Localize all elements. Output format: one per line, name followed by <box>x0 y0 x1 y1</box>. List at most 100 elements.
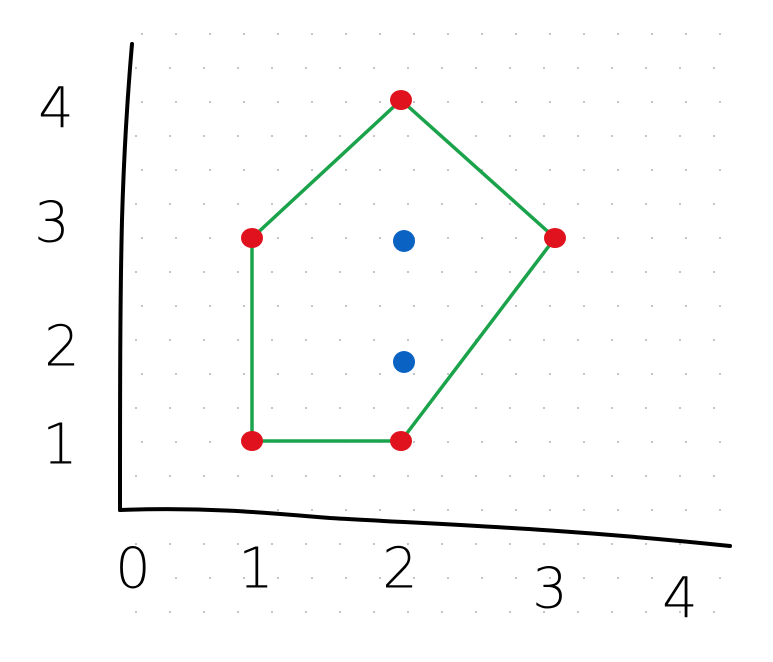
grid-dot <box>413 101 415 103</box>
grid-dot <box>679 475 681 477</box>
grid-dot <box>407 67 409 69</box>
grid-dot <box>175 373 177 375</box>
grid-dot <box>509 203 511 205</box>
grid-dot <box>651 305 653 307</box>
grid-dot <box>243 305 245 307</box>
grid-dot <box>237 203 239 205</box>
grid-dot <box>305 67 307 69</box>
grid-dot <box>447 441 449 443</box>
grid-dot <box>719 305 721 307</box>
grid-dot <box>679 271 681 273</box>
grid-dot <box>203 67 205 69</box>
grid-dot <box>169 339 171 341</box>
grid-dot <box>271 203 273 205</box>
grid-dot <box>277 33 279 35</box>
grid-dot <box>719 33 721 35</box>
grid-dot <box>339 611 341 613</box>
grid-dot <box>679 203 681 205</box>
grid-dot <box>481 441 483 443</box>
grid-dot <box>135 203 137 205</box>
grid-dot <box>509 339 511 341</box>
grid-dot <box>617 305 619 307</box>
grid-dot <box>617 169 619 171</box>
grid-dot <box>583 101 585 103</box>
grid-dot <box>407 339 409 341</box>
y-tick-label-1: 1 <box>42 412 78 477</box>
grid-dot <box>441 339 443 341</box>
points-layer <box>241 90 566 451</box>
grid-dot <box>509 135 511 137</box>
grid-dot <box>305 339 307 341</box>
grid-dot <box>577 271 579 273</box>
grid-dot <box>685 373 687 375</box>
grid-dot <box>447 237 449 239</box>
hull-vertex-point <box>390 431 412 451</box>
grid-dot <box>407 543 409 545</box>
grid-dot <box>645 407 647 409</box>
grid-dot <box>719 101 721 103</box>
grid-dot <box>549 577 551 579</box>
grid-dot <box>719 441 721 443</box>
grid-dot <box>379 509 381 511</box>
grid-dot <box>645 543 647 545</box>
grid-dot <box>305 611 307 613</box>
grid-dot <box>481 305 483 307</box>
grid-dot <box>339 543 341 545</box>
grid-dot <box>515 509 517 511</box>
grid-dot <box>617 577 619 579</box>
grid-dot <box>209 169 211 171</box>
grid-dot <box>413 169 415 171</box>
grid-dot <box>175 305 177 307</box>
grid-dot <box>651 373 653 375</box>
grid-dot <box>475 543 477 545</box>
grid-dot <box>209 101 211 103</box>
grid-dot <box>373 543 375 545</box>
grid-dot <box>141 373 143 375</box>
grid-dot <box>611 475 613 477</box>
grid-dot <box>209 373 211 375</box>
grid-dot <box>515 441 517 443</box>
grid-dot <box>583 577 585 579</box>
grid-dot <box>475 67 477 69</box>
grid-dot <box>441 271 443 273</box>
x-tick-label-0: 0 <box>115 536 151 601</box>
grid-dot <box>617 441 619 443</box>
grid-dot <box>719 373 721 375</box>
grid-dot <box>679 339 681 341</box>
grid-dot <box>611 339 613 341</box>
grid-dot <box>271 339 273 341</box>
grid-dot <box>543 339 545 341</box>
grid-dot <box>203 203 205 205</box>
grid-dot <box>339 407 341 409</box>
grid-dot <box>203 339 205 341</box>
grid-dot <box>617 237 619 239</box>
grid-dot <box>481 509 483 511</box>
grid-dot <box>577 407 579 409</box>
grid-dot <box>237 135 239 137</box>
grid-dot <box>345 305 347 307</box>
grid-dot <box>611 543 613 545</box>
grid-dot <box>373 611 375 613</box>
grid-dot <box>645 339 647 341</box>
grid-dot <box>237 475 239 477</box>
grid-dot <box>475 203 477 205</box>
grid-dot <box>169 67 171 69</box>
grid-dot <box>175 169 177 171</box>
grid-dot <box>441 611 443 613</box>
grid-dot <box>243 577 245 579</box>
grid-dot <box>413 441 415 443</box>
grid-dot <box>713 135 715 137</box>
grid-dot <box>373 407 375 409</box>
grid-dot <box>373 203 375 205</box>
grid-dot <box>237 67 239 69</box>
grid-dot <box>311 101 313 103</box>
grid-dot <box>271 407 273 409</box>
grid-dot <box>169 543 171 545</box>
grid-dot <box>447 509 449 511</box>
grid-dot <box>277 509 279 511</box>
x-tick-label-2: 2 <box>382 536 418 601</box>
grid-dot <box>645 203 647 205</box>
grid-dot <box>543 135 545 137</box>
grid-dot <box>311 509 313 511</box>
